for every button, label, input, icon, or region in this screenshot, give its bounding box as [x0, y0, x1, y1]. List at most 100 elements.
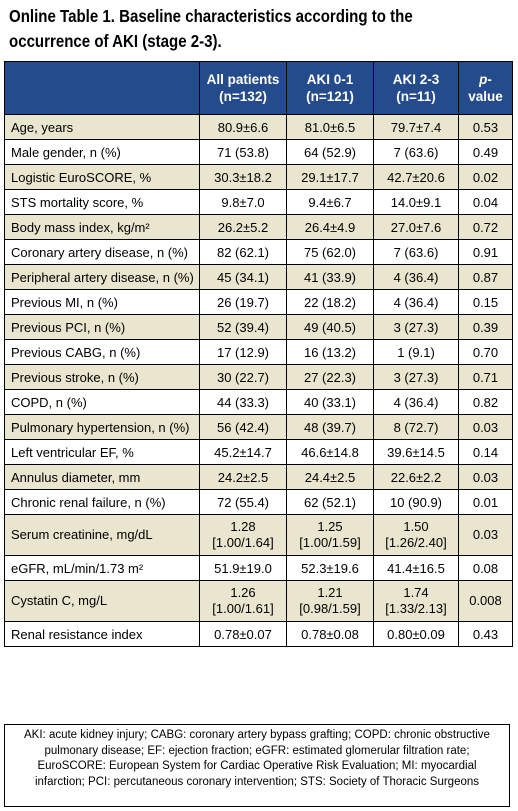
cell-all-patients-value: 17 (12.9) — [216, 344, 270, 360]
row-label-value: Left ventricular EF, % — [11, 444, 134, 460]
cell-p-value: 0.008 — [458, 580, 513, 622]
cell-p-value-value: 0.03 — [472, 527, 499, 542]
cell-aki-0-1: 22 (18.2) — [286, 289, 374, 315]
cell-aki-2-3-value: 42.7±20.6 — [387, 169, 445, 185]
cell-all-patients: 52 (39.4) — [199, 314, 287, 340]
cell-aki-0-1: 75 (62.0) — [286, 239, 374, 265]
row-label: Previous PCI, n (%) — [4, 314, 200, 340]
row-label-value: COPD, n (%) — [11, 394, 87, 410]
cell-aki-2-3: 1.74 [1.33/2.13] — [373, 580, 459, 622]
header-aki-0-1: AKI 0-1 (n=121) — [286, 61, 374, 115]
row-label: Annulus diameter, mm — [4, 464, 200, 490]
row-label-value: Male gender, n (%) — [11, 144, 121, 160]
cell-p-value-value: 0.39 — [472, 319, 499, 335]
header-all-patients: All patients (n=132) — [199, 61, 287, 115]
cell-aki-0-1-value: 29.1±17.7 — [301, 169, 359, 185]
cell-all-patients: 44 (33.3) — [199, 389, 287, 415]
row-label-value: Annulus diameter, mm — [11, 469, 141, 485]
row-label-value: Cystatin C, mg/L — [11, 593, 108, 608]
cell-all-patients-value: 1.28 — [230, 519, 256, 534]
cell-all-patients: 80.9±6.6 — [199, 114, 287, 140]
cell-all-patients-value: 26 (19.7) — [216, 294, 270, 310]
cell-p-value: 0.49 — [458, 139, 513, 165]
cell-aki-2-3-value: 22.6±2.2 — [390, 469, 442, 485]
cell-p-value-value: 0.08 — [472, 560, 499, 576]
title-line-1: Online Table 1. Baseline characteristics… — [9, 6, 413, 26]
cell-aki-2-3: 14.0±9.1 — [373, 189, 459, 215]
cell-aki-0-1-value: 26.4±4.9 — [304, 219, 356, 235]
cell-aki-2-3: 8 (72.7) — [373, 414, 459, 440]
cell-all-patients-value: 0.78±0.07 — [214, 626, 272, 642]
cell-p-value-value: 0.008 — [469, 593, 502, 608]
cell-aki-0-1-value: 64 (52.9) — [303, 144, 357, 160]
cell-p-value: 0.72 — [458, 214, 513, 240]
row-label-value: Coronary artery disease, n (%) — [11, 244, 189, 260]
cell-all-patients-value: 44 (33.3) — [216, 394, 270, 410]
cell-aki-0-1-value: 46.6±14.8 — [301, 444, 359, 460]
row-label-value: Previous stroke, n (%) — [11, 369, 139, 385]
cell-aki-2-3-value: 7 (63.6) — [393, 144, 439, 160]
cell-p-value: 0.39 — [458, 314, 513, 340]
cell-aki-0-1-value: 75 (62.0) — [303, 244, 357, 260]
cell-p-value: 0.53 — [458, 114, 513, 140]
table-row: Annulus diameter, mm 24.2±2.5 24.4±2.5 22.6… — [4, 464, 513, 490]
cell-aki-0-1-value: 40 (33.1) — [303, 394, 357, 410]
cell-aki-2-3: 39.6±14.5 — [373, 439, 459, 465]
cell-aki-2-3-value: 27.0±7.6 — [390, 219, 442, 235]
table-row: Cystatin C, mg/L 1.26 [1.00/1.61] 1.21 [0.98… — [4, 580, 513, 622]
cell-p-value: 0.15 — [458, 289, 513, 315]
cell-p-value: 0.87 — [458, 264, 513, 290]
cell-aki-2-3-value: 39.6±14.5 — [387, 444, 445, 460]
row-label: eGFR, mL/min/1.73 m² — [4, 555, 200, 581]
cell-aki-2-3: 3 (27.3) — [373, 314, 459, 340]
cell-all-patients: 1.28 [1.00/1.64] — [199, 514, 287, 556]
cell-p-value-value: 0.01 — [472, 494, 499, 510]
cell-p-value-value: 0.53 — [472, 119, 499, 135]
row-label: Male gender, n (%) — [4, 139, 200, 165]
cell-all-patients-value: 56 (42.4) — [216, 419, 270, 435]
cell-all-patients: 9.8±7.0 — [199, 189, 287, 215]
row-label: STS mortality score, % — [4, 189, 200, 215]
header-row: All patients (n=132) AKI 0-1 (n=121) AKI… — [4, 61, 513, 115]
cell-aki-0-1: 48 (39.7) — [286, 414, 374, 440]
table-row: Renal resistance index 0.78±0.07 0.78±0.08… — [4, 621, 513, 647]
table-row: Left ventricular EF, % 45.2±14.7 46.6±14.8… — [4, 439, 513, 465]
cell-all-patients-value: 51.9±19.0 — [214, 560, 272, 576]
cell-p-value: 0.91 — [458, 239, 513, 265]
cell-aki-2-3: 79.7±7.4 — [373, 114, 459, 140]
cell-aki-2-3: 42.7±20.6 — [373, 164, 459, 190]
table-row: Peripheral artery disease, n (%) 45 (34.1… — [4, 264, 513, 290]
row-label: COPD, n (%) — [4, 389, 200, 415]
row-label-value: eGFR, mL/min/1.73 m² — [11, 560, 144, 576]
table-row: Male gender, n (%) 71 (53.8) 64 (52.9) 7 (6… — [4, 139, 513, 165]
row-label-value: Age, years — [11, 119, 74, 135]
cell-all-patients-value: 1.26 — [230, 585, 256, 600]
row-label: Logistic EuroSCORE, % — [4, 164, 200, 190]
table-row: Age, years 80.9±6.6 81.0±6.5 79.7±7.4 0.53 — [4, 114, 513, 140]
cell-all-patients: 51.9±19.0 — [199, 555, 287, 581]
cell-p-value: 0.14 — [458, 439, 513, 465]
table-row: Previous PCI, n (%) 52 (39.4) 49 (40.5) 3 (… — [4, 314, 513, 340]
cell-aki-0-1-value: 16 (13.2) — [303, 344, 357, 360]
row-label: Body mass index, kg/m² — [4, 214, 200, 240]
row-label: Pulmonary hypertension, n (%) — [4, 414, 200, 440]
table-row: COPD, n (%) 44 (33.3) 40 (33.1) 4 (36.4) 0.8… — [4, 389, 513, 415]
cell-aki-2-3-value: 1.74 — [403, 585, 429, 600]
cell-aki-0-1: 62 (52.1) — [286, 489, 374, 515]
cell-all-patients: 82 (62.1) — [199, 239, 287, 265]
row-label: Renal resistance index — [4, 621, 200, 647]
footnote: AKI: acute kidney injury; CABG: coronary… — [4, 724, 510, 807]
cell-aki-0-1-range: [0.98/1.59] — [299, 601, 361, 616]
table-row: Coronary artery disease, n (%) 82 (62.1) 7… — [4, 239, 513, 265]
cell-all-patients-value: 45 (34.1) — [216, 269, 270, 285]
cell-all-patients-value: 24.2±2.5 — [217, 469, 269, 485]
row-label: Serum creatinine, mg/dL — [4, 514, 200, 556]
cell-aki-0-1-value: 1.25 — [317, 519, 343, 534]
table-row: Previous CABG, n (%) 17 (12.9) 16 (13.2) 1 … — [4, 339, 513, 365]
baseline-table: All patients (n=132) AKI 0-1 (n=121) AKI… — [4, 61, 513, 647]
cell-aki-2-3: 4 (36.4) — [373, 289, 459, 315]
cell-p-value-value: 0.72 — [472, 219, 499, 235]
cell-aki-2-3: 27.0±7.6 — [373, 214, 459, 240]
header-label-cell — [4, 61, 200, 115]
cell-all-patients: 1.26 [1.00/1.61] — [199, 580, 287, 622]
